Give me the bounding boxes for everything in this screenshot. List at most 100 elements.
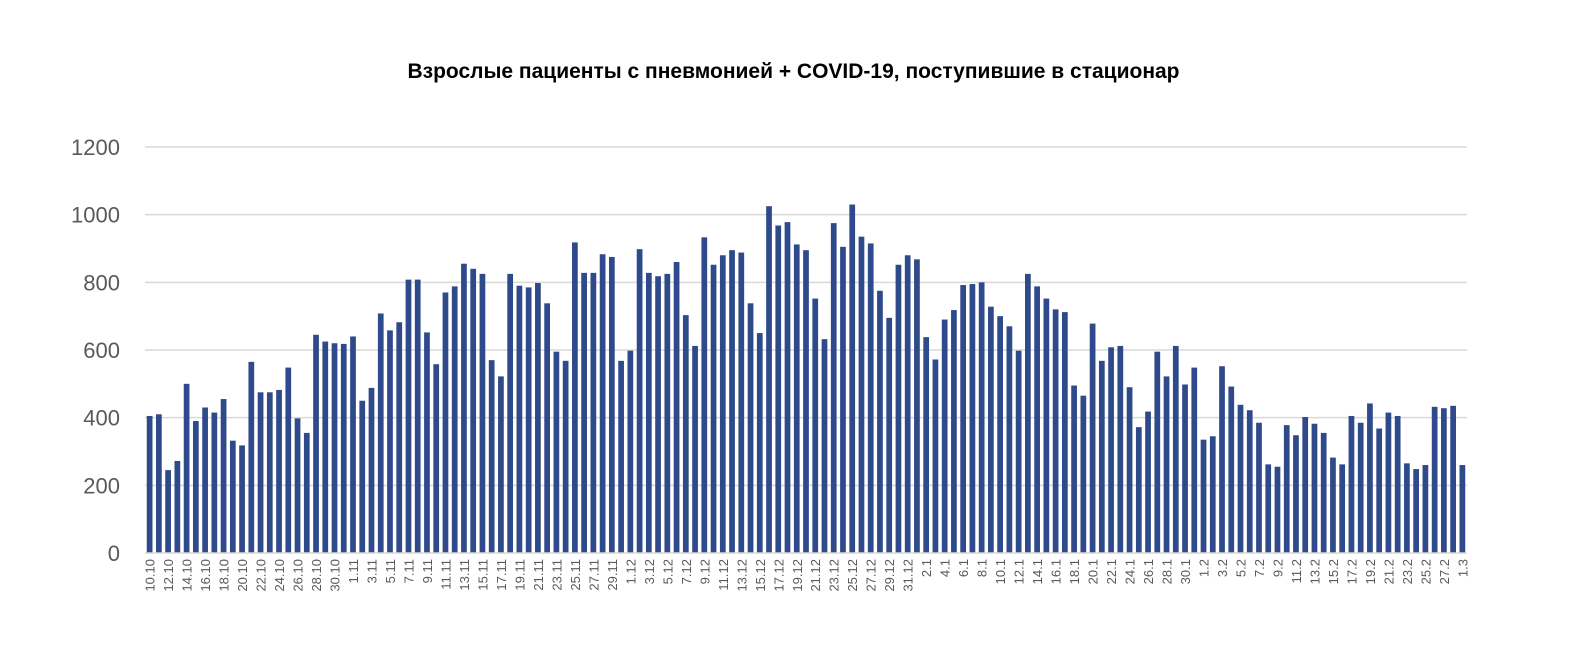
bar xyxy=(183,383,190,553)
bar xyxy=(895,264,902,553)
bar xyxy=(266,392,273,553)
x-tick-label: 7.11 xyxy=(401,559,416,583)
x-tick-label: 11.11 xyxy=(438,559,453,590)
bar xyxy=(886,317,893,553)
x-tick-label: 24.1 xyxy=(1123,559,1138,584)
x-tick-label: 27.12 xyxy=(864,559,879,592)
x-tick-label: 29.12 xyxy=(882,559,897,592)
x-tick-label: 12.1 xyxy=(1012,559,1027,584)
bar xyxy=(1320,432,1327,553)
x-tick-label: 29.11 xyxy=(605,559,620,591)
bar xyxy=(1376,428,1383,553)
bar xyxy=(220,399,227,553)
bar xyxy=(803,250,809,554)
bar xyxy=(1108,347,1114,553)
x-tick-label: 25.12 xyxy=(845,559,860,592)
bar xyxy=(1126,387,1133,553)
bar xyxy=(775,225,782,553)
x-tick-label: 1.11 xyxy=(346,559,361,583)
bar xyxy=(1200,439,1207,553)
bar xyxy=(1431,406,1438,553)
bar xyxy=(877,290,883,553)
x-tick-label: 21.2 xyxy=(1381,559,1396,584)
bar xyxy=(350,336,356,553)
x-tick-label: 8.1 xyxy=(975,559,990,577)
bar xyxy=(211,412,218,553)
bar xyxy=(784,222,791,554)
x-tick-label: 5.12 xyxy=(660,559,675,584)
bar xyxy=(248,361,255,553)
x-tick-label: 11.2 xyxy=(1289,559,1304,583)
x-tick-label: 23.11 xyxy=(549,559,564,591)
x-tick-label: 15.2 xyxy=(1326,559,1341,584)
x-tick-label: 17.11 xyxy=(494,559,509,591)
x-tick-label: 22.10 xyxy=(254,559,269,592)
bar xyxy=(1025,273,1031,553)
bar xyxy=(618,360,624,553)
bar xyxy=(525,287,532,553)
bar xyxy=(988,306,994,553)
bar xyxy=(1459,465,1466,553)
bar xyxy=(830,223,837,553)
bar xyxy=(590,272,597,553)
bar xyxy=(627,350,634,553)
bar xyxy=(1135,427,1142,553)
bar xyxy=(701,237,708,553)
x-tick-label: 28.10 xyxy=(309,559,324,592)
bar xyxy=(756,333,763,553)
bar xyxy=(1394,415,1401,553)
x-tick-label: 18.1 xyxy=(1067,559,1082,584)
bar xyxy=(257,392,264,553)
bar xyxy=(544,303,551,553)
bar xyxy=(1283,425,1290,553)
x-tick-label: 3.12 xyxy=(642,559,657,584)
bar xyxy=(710,264,717,553)
bar xyxy=(396,322,403,553)
x-tick-label: 23.2 xyxy=(1400,559,1415,584)
bar xyxy=(951,310,957,553)
bar xyxy=(1071,385,1077,553)
bar xyxy=(322,341,329,553)
chart-title: Взрослые пациенты с пневмонией + COVID-1… xyxy=(407,60,1180,83)
x-tick-label: 24.10 xyxy=(272,559,287,592)
bar xyxy=(1015,350,1022,553)
x-tick-label: 9.11 xyxy=(420,559,435,583)
y-tick-label: 0 xyxy=(108,541,120,566)
bar xyxy=(1145,411,1151,553)
x-tick-label: 13.2 xyxy=(1307,559,1322,584)
x-tick-label: 14.10 xyxy=(180,559,195,592)
bar xyxy=(507,273,514,553)
bar xyxy=(914,259,920,553)
bar xyxy=(1191,367,1198,553)
bar xyxy=(479,273,486,553)
y-tick-label: 1200 xyxy=(71,135,120,160)
bar xyxy=(1385,412,1392,553)
bar xyxy=(461,263,467,553)
bar xyxy=(682,315,689,553)
bar xyxy=(608,256,615,553)
bar xyxy=(424,332,430,553)
bar xyxy=(1080,395,1087,553)
bar xyxy=(414,279,421,553)
x-tick-label: 1.3 xyxy=(1455,559,1470,577)
x-tick-label: 30.10 xyxy=(328,559,343,592)
bar xyxy=(655,276,661,553)
bar xyxy=(1172,345,1179,553)
x-tick-label: 10.1 xyxy=(993,559,1008,584)
x-tick-label: 26.1 xyxy=(1141,559,1156,584)
y-tick-label: 1000 xyxy=(71,203,120,228)
y-tick-label: 200 xyxy=(83,473,120,498)
bar xyxy=(359,400,366,553)
x-tick-label: 1.12 xyxy=(623,559,638,584)
x-tick-label: 14.1 xyxy=(1030,559,1045,584)
bar xyxy=(1163,376,1170,553)
bar xyxy=(1413,469,1420,553)
y-tick-label: 400 xyxy=(83,406,120,431)
bar xyxy=(1404,463,1410,553)
bar xyxy=(1006,326,1013,553)
bar xyxy=(1154,351,1161,553)
x-tick-label: 27.11 xyxy=(586,559,601,591)
bar xyxy=(1274,466,1281,553)
bar xyxy=(867,243,874,554)
